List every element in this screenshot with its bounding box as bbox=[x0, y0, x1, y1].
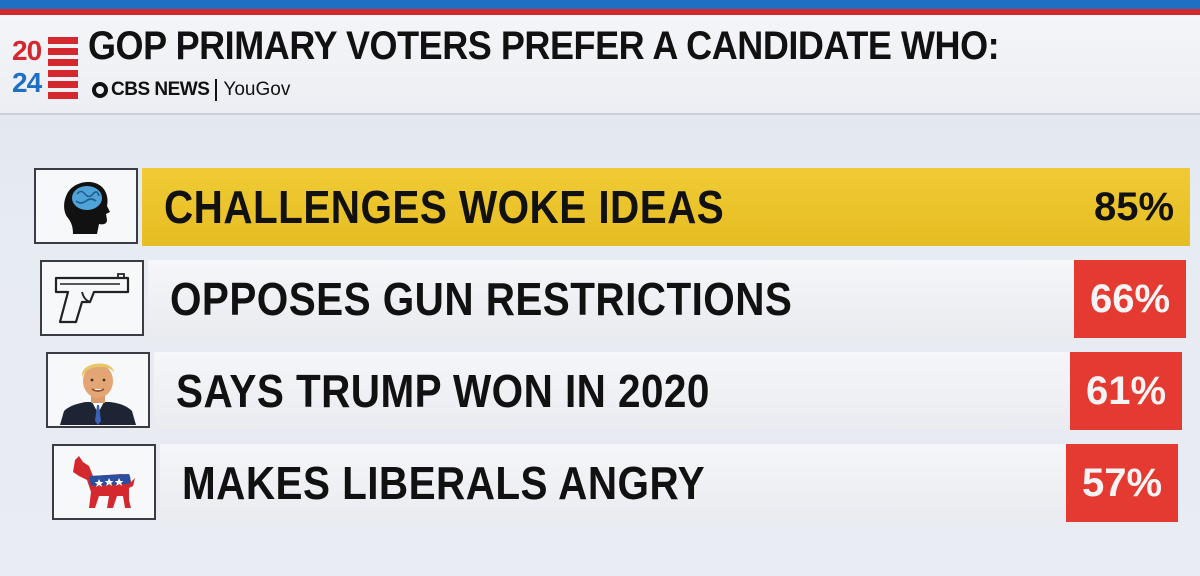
brain-head-icon bbox=[34, 168, 138, 244]
row-label: OPPOSES GUN RESTRICTIONS bbox=[170, 273, 793, 325]
cbs-eye-icon bbox=[92, 82, 108, 98]
flag-stripes-icon bbox=[48, 37, 78, 99]
row-bar: CHALLENGES WOKE IDEAS 85% bbox=[142, 168, 1190, 246]
row-bar: OPPOSES GUN RESTRICTIONS 66% bbox=[148, 260, 1186, 338]
handgun-icon bbox=[40, 260, 144, 336]
row-bar: MAKES LIBERALS ANGRY 57% bbox=[160, 444, 1178, 522]
top-red-line bbox=[0, 9, 1200, 15]
list-item: OPPOSES GUN RESTRICTIONS 66% bbox=[40, 260, 1186, 338]
list-item: CHALLENGES WOKE IDEAS 85% bbox=[34, 168, 1190, 246]
election-2024-logo: 20 24 bbox=[8, 33, 80, 113]
logo-year-bottom: 24 bbox=[12, 67, 42, 98]
logo-year-top: 20 bbox=[12, 35, 42, 66]
list-item: MAKES LIBERALS ANGRY 57% bbox=[52, 444, 1178, 522]
row-percent: 57% bbox=[1066, 444, 1178, 522]
source-cbs: CBS NEWS bbox=[111, 79, 210, 100]
row-percent: 66% bbox=[1074, 260, 1186, 338]
header: 20 24 GOP PRIMARY VOTERS PREFER A CANDID… bbox=[0, 15, 1200, 115]
row-label: MAKES LIBERALS ANGRY bbox=[182, 457, 706, 509]
source-credits: CBS NEWS YouGov bbox=[92, 77, 290, 103]
democrat-donkey-icon bbox=[52, 444, 156, 520]
list-item: SAYS TRUMP WON IN 2020 61% bbox=[46, 352, 1182, 430]
row-label: CHALLENGES WOKE IDEAS bbox=[164, 181, 725, 233]
row-percent: 61% bbox=[1070, 352, 1182, 430]
row-bar: SAYS TRUMP WON IN 2020 61% bbox=[154, 352, 1182, 430]
trump-portrait-icon bbox=[46, 352, 150, 428]
top-blue-strip bbox=[0, 0, 1200, 9]
row-label: SAYS TRUMP WON IN 2020 bbox=[176, 365, 710, 417]
source-yougov: YouGov bbox=[223, 79, 291, 100]
row-percent: 85% bbox=[1093, 184, 1175, 229]
source-divider bbox=[215, 79, 218, 101]
page-title: GOP PRIMARY VOTERS PREFER A CANDIDATE WH… bbox=[88, 24, 1000, 68]
